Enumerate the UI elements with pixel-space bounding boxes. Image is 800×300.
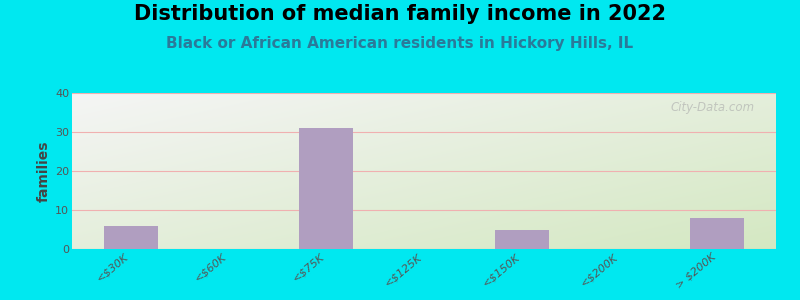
- Bar: [690, 218, 744, 249]
- Bar: [299, 128, 353, 249]
- Text: Distribution of median family income in 2022: Distribution of median family income in …: [134, 4, 666, 25]
- Y-axis label: families: families: [37, 140, 51, 202]
- Bar: [495, 230, 549, 249]
- Text: Black or African American residents in Hickory Hills, IL: Black or African American residents in H…: [166, 36, 634, 51]
- Text: City-Data.com: City-Data.com: [670, 101, 755, 114]
- Bar: [104, 226, 158, 249]
